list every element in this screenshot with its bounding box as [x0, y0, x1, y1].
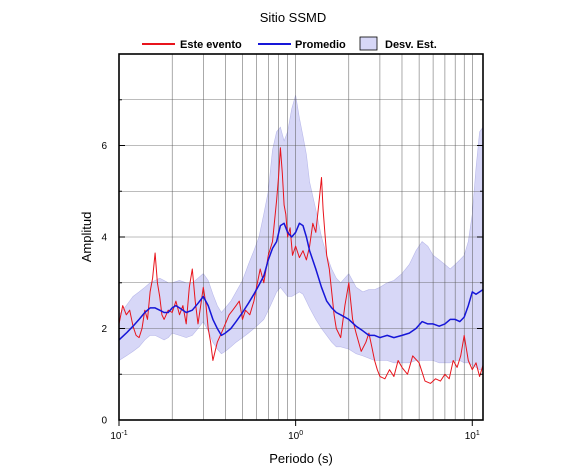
legend: Este evento Promedio Desv. Est. — [142, 36, 437, 51]
legend-label-3: Desv. Est. — [385, 39, 437, 51]
std-dev-band-layer — [119, 95, 483, 370]
x-tick-label: 100 — [288, 430, 303, 442]
series-layer — [119, 147, 483, 384]
mean-line — [119, 222, 483, 341]
legend-label-2: Promedio — [295, 39, 346, 51]
legend-swatch-3 — [359, 36, 378, 51]
chart-title: Sitio SSMD — [260, 10, 326, 25]
x-tick-label: 101 — [465, 430, 480, 442]
y-tick-label: 4 — [101, 233, 107, 244]
x-tick-label: 10-1 — [110, 430, 127, 442]
grid-layer — [118, 54, 483, 420]
event-line — [119, 147, 483, 384]
legend-label-1: Este evento — [180, 39, 242, 51]
tick-layer: 0 2 4 6 10-1 100 101 — [101, 99, 483, 442]
x-axis-label: Periodo (s) — [269, 451, 333, 466]
y-tick-label: 0 — [101, 416, 107, 427]
y-axis-label: Amplitud — [79, 212, 94, 263]
std-dev-band — [119, 95, 483, 370]
y-tick-label: 6 — [101, 141, 107, 152]
y-tick-label: 2 — [101, 324, 107, 335]
